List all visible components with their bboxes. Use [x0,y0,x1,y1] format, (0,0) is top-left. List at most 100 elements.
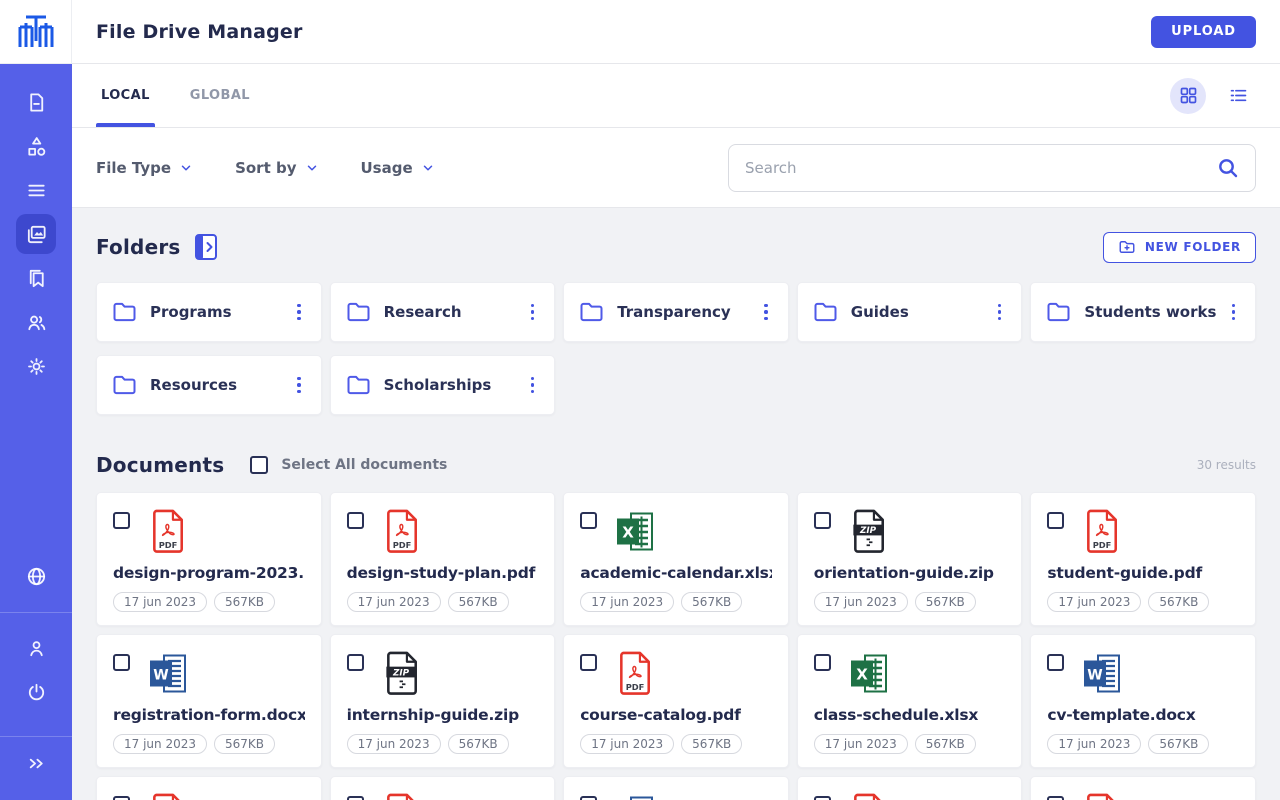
file-icon-pdf: PDF [616,651,656,696]
document-checkbox[interactable] [113,512,130,529]
tabs: LOCAL GLOBAL [96,64,255,127]
file-icon-pdf: PDF [1083,509,1123,554]
document-checkbox[interactable] [346,796,364,800]
file-icon-pdf: PDF [149,509,189,554]
document-card[interactable]: PDF [796,776,1023,800]
document-card[interactable]: PDF design-program-2023.pdf 17 jun 2023 567… [96,492,322,626]
document-badges: 17 jun 2023 567KB [1047,734,1239,754]
file-icon-xlsx: X [616,509,656,554]
filter-label: Usage [360,158,413,177]
select-all-label: Select All documents [281,457,448,473]
kebab-menu-icon[interactable] [760,300,772,325]
document-checkbox[interactable] [346,654,364,671]
list-view-button[interactable] [1220,78,1256,114]
sidebar-item-collapse[interactable] [0,741,72,785]
sidebar-item-users[interactable] [0,300,72,344]
file-icon-zip: ZIP [850,509,890,554]
document-card[interactable]: PDF [329,776,556,800]
search-input[interactable] [728,143,1256,192]
document-filename: academic-calendar.xlsx [580,564,772,582]
shapes-icon [16,126,56,166]
document-card-top: PDF [113,509,305,554]
grid-view-button[interactable] [1170,77,1206,114]
sidebar-item-logout[interactable] [0,670,72,714]
document-filename: design-study-plan.pdf [346,564,536,582]
document-checkbox[interactable] [1047,796,1065,800]
document-card[interactable]: ZIP orientation-guide.zip 17 jun 2023 567K… [796,492,1023,626]
document-checkbox[interactable] [113,796,130,800]
folder-card[interactable]: Programs [96,282,322,342]
kebab-menu-icon[interactable] [293,373,305,398]
filter-sort-by[interactable]: Sort by [235,159,318,177]
grid-view-icon [1178,85,1199,106]
sidebar-item-bookmarks[interactable] [0,256,72,300]
kebab-menu-icon[interactable] [527,300,539,325]
folder-card[interactable]: Resources [96,355,322,415]
users-icon [16,302,56,342]
document-card[interactable]: ZIP internship-guide.zip 17 jun 2023 567KB [329,634,556,768]
document-checkbox[interactable] [580,512,598,529]
sidebar-item-globe[interactable] [0,554,72,598]
document-badges: 17 jun 2023 567KB [346,592,539,612]
size-badge: 567KB [447,592,509,612]
sidebar-item-gallery[interactable] [0,212,72,256]
new-folder-button[interactable]: NEW FOLDER [1102,231,1256,263]
document-card-top: PDF [1047,509,1239,554]
document-checkbox[interactable] [580,654,598,671]
document-checkbox[interactable] [813,512,831,529]
kebab-menu-icon[interactable] [293,300,305,325]
document-card[interactable]: PDF [96,776,322,800]
sidebar-item-shapes[interactable] [0,124,72,168]
document-filename: orientation-guide.zip [813,564,994,582]
sidebar-item-profile[interactable] [0,626,72,670]
folder-card[interactable]: Research [329,282,556,342]
document-badges: 17 jun 2023 567KB [113,734,305,754]
app-logo[interactable] [0,0,72,64]
sidebar-item-documents[interactable] [0,80,72,124]
document-card[interactable]: PDF student-guide.pdf 17 jun 2023 567KB [1030,492,1256,626]
document-card[interactable]: W [563,776,789,800]
content-area: Folders NEW FOLDER Programs Research Trans… [72,208,1280,800]
kebab-menu-icon[interactable] [1228,300,1240,325]
document-checkbox[interactable] [113,654,130,671]
folder-card[interactable]: Scholarships [329,355,556,415]
document-card[interactable]: PDF design-study-plan.pdf 17 jun 2023 567KB [329,492,556,626]
filter-bar: File Type Sort by Usage [72,128,1280,208]
bookmarks-icon [16,258,56,298]
select-all-checkbox[interactable] [250,456,269,474]
tab-local[interactable]: LOCAL [96,64,155,127]
document-checkbox[interactable] [346,512,364,529]
gallery-icon [16,214,56,254]
folders-title: Folders [96,235,181,259]
document-checkbox[interactable] [1047,512,1065,529]
date-badge: 17 jun 2023 [113,734,207,754]
search-icon[interactable] [1216,156,1240,180]
document-card[interactable]: PDF [1030,776,1256,800]
upload-button[interactable]: UPLOAD [1151,15,1256,48]
sidebar-item-menu[interactable] [0,168,72,212]
documents-grid: PDF design-program-2023.pdf 17 jun 2023 567… [96,492,1256,800]
filter-file-type[interactable]: File Type [96,159,193,177]
document-checkbox[interactable] [1047,654,1065,671]
tab-global[interactable]: GLOBAL [189,88,250,103]
folder-card[interactable]: Transparency [563,282,789,342]
document-checkbox[interactable] [813,796,831,800]
kebab-menu-icon[interactable] [527,373,539,398]
logo-icon [18,15,53,47]
size-badge: 567KB [1148,734,1210,754]
sidebar-item-settings[interactable] [0,344,72,388]
document-checkbox[interactable] [813,654,831,671]
document-card[interactable]: PDF course-catalog.pdf 17 jun 2023 567KB [563,634,789,768]
folder-card[interactable]: Students works [1030,282,1256,342]
expand-panel-icon[interactable] [194,234,217,260]
filter-usage[interactable]: Usage [361,159,435,177]
folder-card[interactable]: Guides [796,282,1023,342]
filter-dropdowns: File Type Sort by Usage [96,159,435,177]
list-view-icon [1228,85,1249,106]
kebab-menu-icon[interactable] [994,300,1006,325]
document-checkbox[interactable] [580,796,598,800]
